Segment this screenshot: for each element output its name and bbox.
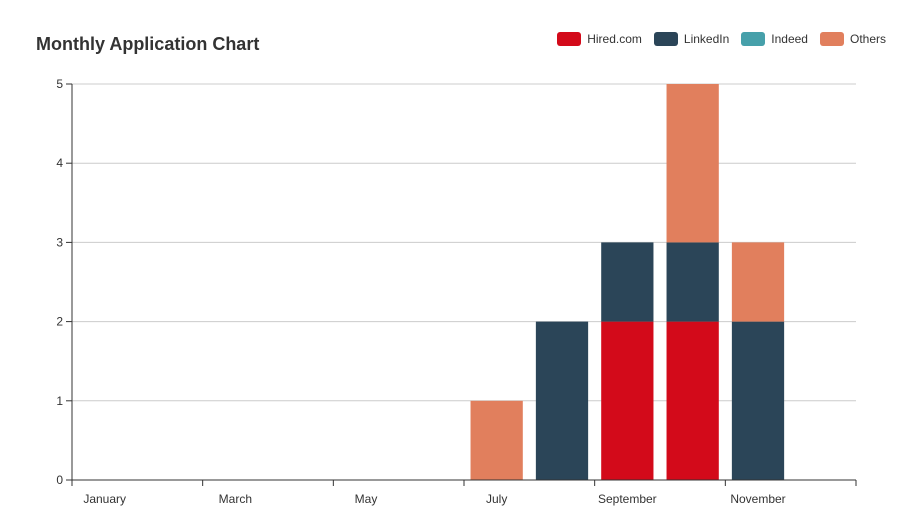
bar-july-others [470, 400, 523, 480]
legend-label-hired: Hired.com [587, 32, 642, 46]
x-tick-label-january: January [83, 492, 126, 506]
legend-item-hired[interactable]: Hired.com [557, 32, 642, 46]
bar-september-linkedin [601, 242, 654, 322]
bar-november-others [731, 242, 785, 322]
chart-legend: Hired.com LinkedIn Indeed Others [557, 32, 886, 46]
legend-swatch-hired [557, 32, 582, 46]
bar-august-linkedin [535, 321, 589, 480]
legend-label-indeed: Indeed [771, 32, 808, 46]
legend-item-others[interactable]: Others [819, 32, 886, 46]
legend-label-others: Others [849, 32, 886, 46]
bar-september-hiredcom [601, 321, 654, 480]
bar-october-others [666, 84, 719, 243]
y-tick-label-1: 1 [56, 394, 63, 408]
x-tick-label-may: May [355, 492, 378, 506]
y-tick-label-2: 2 [56, 315, 63, 329]
x-tick-label-november: November [730, 492, 785, 506]
bar-november-linkedin [731, 321, 785, 480]
bar-october-hiredcom [666, 321, 719, 480]
legend-label-linkedin: LinkedIn [683, 32, 730, 46]
legend-swatch-linkedin [653, 32, 678, 46]
legend-item-indeed[interactable]: Indeed [741, 32, 808, 46]
x-tick-label-july: July [486, 492, 507, 506]
legend-swatch-others [819, 32, 844, 46]
y-tick-label-5: 5 [56, 77, 63, 91]
y-tick-label-4: 4 [56, 156, 63, 170]
y-tick-label-3: 3 [56, 235, 63, 249]
legend-item-linkedin[interactable]: LinkedIn [653, 32, 730, 46]
y-tick-label-0: 0 [56, 473, 63, 487]
x-tick-label-september: September [598, 492, 657, 506]
x-tick-label-march: March [219, 492, 252, 506]
bar-october-linkedin [666, 242, 719, 322]
chart-title: Monthly Application Chart [36, 34, 260, 54]
legend-swatch-indeed [741, 32, 766, 46]
